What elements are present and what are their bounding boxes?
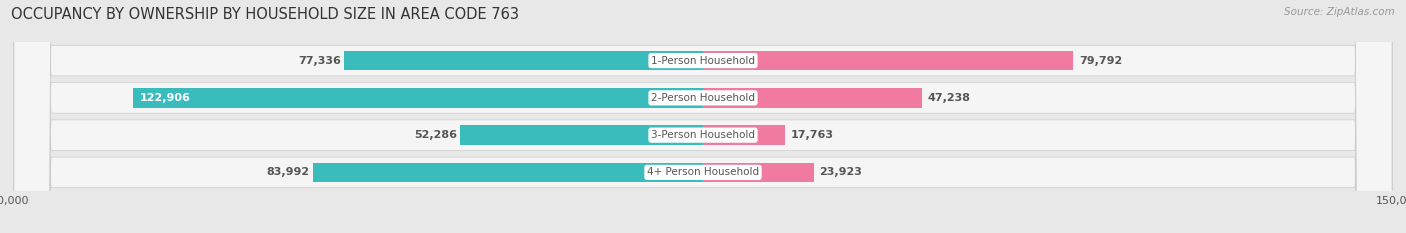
Text: 52,286: 52,286 <box>413 130 457 140</box>
Bar <box>703 125 786 145</box>
Text: 3-Person Household: 3-Person Household <box>651 130 755 140</box>
FancyBboxPatch shape <box>14 0 1392 233</box>
Bar <box>703 163 814 182</box>
Text: OCCUPANCY BY OWNERSHIP BY HOUSEHOLD SIZE IN AREA CODE 763: OCCUPANCY BY OWNERSHIP BY HOUSEHOLD SIZE… <box>11 7 519 22</box>
Text: 122,906: 122,906 <box>139 93 191 103</box>
Text: Source: ZipAtlas.com: Source: ZipAtlas.com <box>1284 7 1395 17</box>
Text: 83,992: 83,992 <box>267 168 309 177</box>
FancyBboxPatch shape <box>14 0 1392 233</box>
Bar <box>344 51 703 70</box>
Bar <box>314 163 703 182</box>
Text: 1-Person Household: 1-Person Household <box>651 56 755 65</box>
Text: 47,238: 47,238 <box>928 93 970 103</box>
Text: 4+ Person Household: 4+ Person Household <box>647 168 759 177</box>
FancyBboxPatch shape <box>14 0 1392 233</box>
Bar <box>703 88 922 108</box>
Text: 79,792: 79,792 <box>1078 56 1122 65</box>
Bar <box>460 125 703 145</box>
Bar <box>132 88 703 108</box>
Text: 23,923: 23,923 <box>820 168 862 177</box>
FancyBboxPatch shape <box>14 0 1392 233</box>
Bar <box>703 51 1073 70</box>
Text: 77,336: 77,336 <box>298 56 340 65</box>
Text: 17,763: 17,763 <box>792 130 834 140</box>
Text: 2-Person Household: 2-Person Household <box>651 93 755 103</box>
